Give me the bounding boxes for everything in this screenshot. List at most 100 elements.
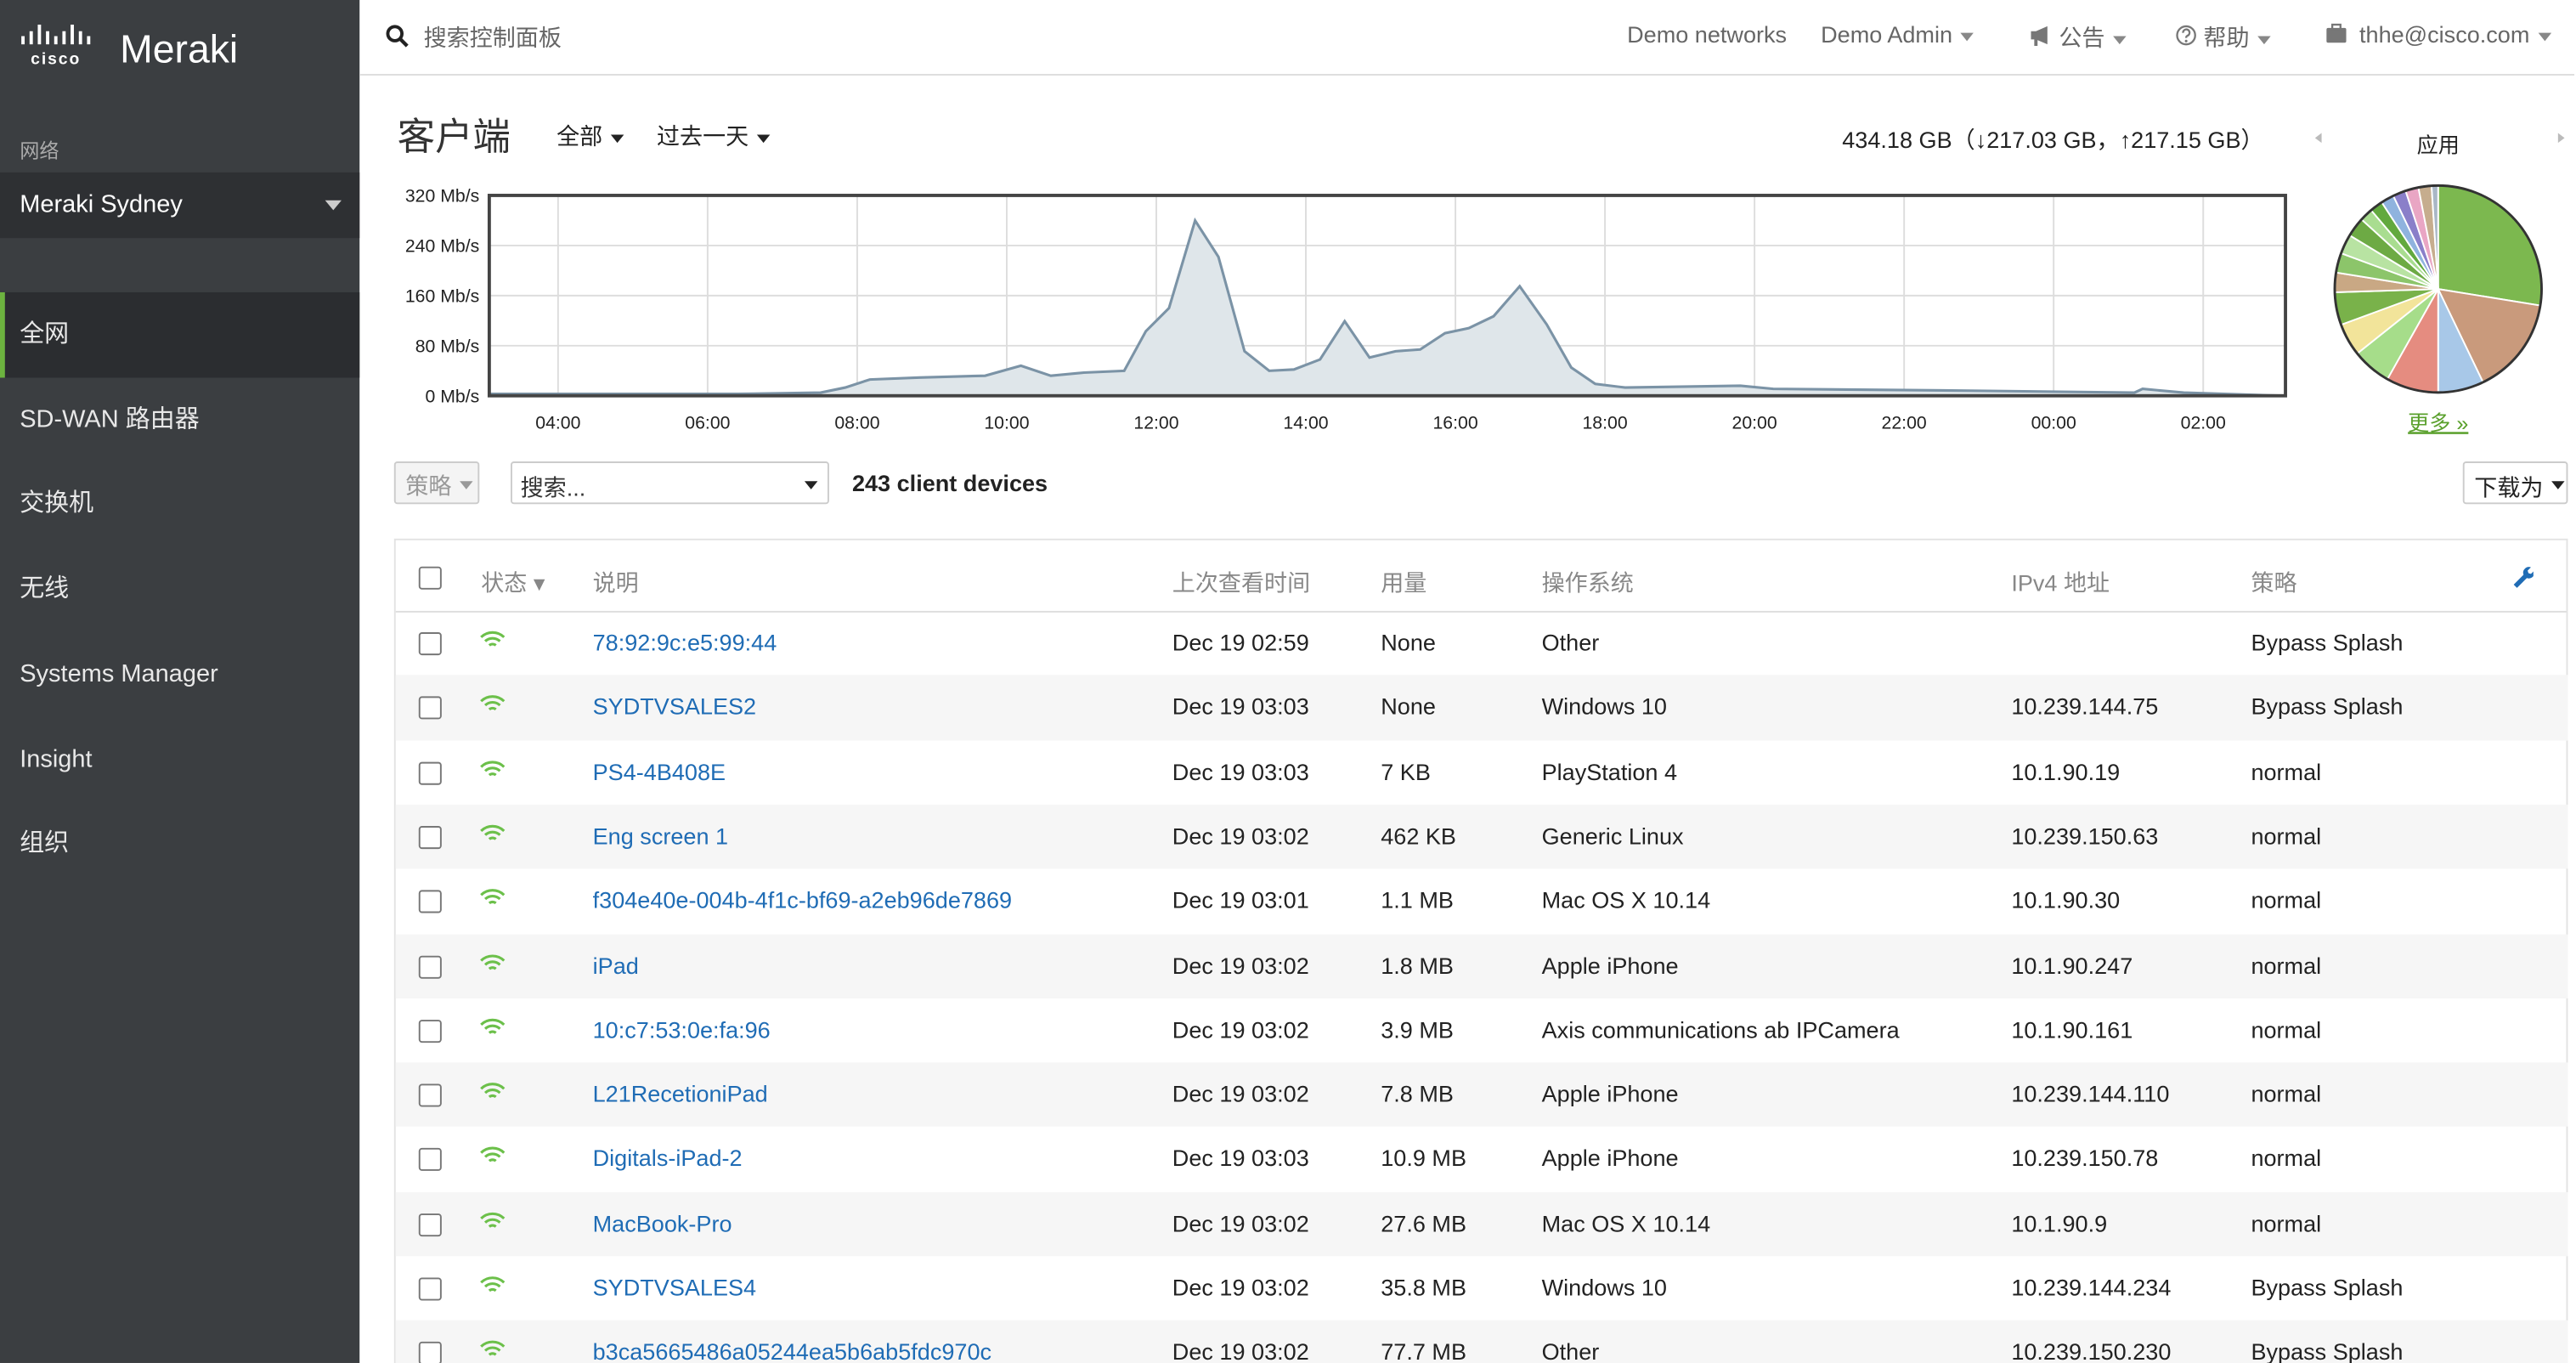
- nav-item[interactable]: Systems Manager: [20, 659, 218, 688]
- table-cell: Bypass Splash: [2251, 629, 2404, 656]
- pie-slice: [2437, 184, 2543, 307]
- network-name: Meraki Sydney: [20, 190, 183, 219]
- wifi-arc: [480, 1018, 506, 1026]
- row-checkbox[interactable]: [418, 1342, 442, 1363]
- more-link[interactable]: 更多 »: [2408, 411, 2468, 435]
- usage-line: [489, 217, 2283, 398]
- client-link[interactable]: iPad: [592, 951, 639, 978]
- table-cell: 10.1.90.19: [2011, 758, 2121, 784]
- row-checkbox[interactable]: [418, 632, 442, 656]
- policy-button[interactable]: 策略: [393, 461, 480, 505]
- pie-outline: [2333, 184, 2543, 394]
- nav-item[interactable]: SD-WAN 路由器: [20, 404, 200, 433]
- table-row: 10:c7:53:0e:fa:96 Dec 19 03:02 3.9 MB Axis …: [396, 998, 2568, 1063]
- download-button[interactable]: 下载为: [2462, 461, 2568, 505]
- help-text: 帮助: [2203, 24, 2250, 51]
- next-arrow[interactable]: [2557, 133, 2565, 144]
- x-tick-label: 22:00: [1882, 412, 1927, 433]
- x-tick-label: 14:00: [1283, 412, 1328, 433]
- client-link[interactable]: Digitals-iPad-2: [592, 1145, 743, 1172]
- row-checkbox[interactable]: [418, 1277, 442, 1301]
- status-icon: [480, 1147, 506, 1163]
- client-link[interactable]: SYDTVSALES2: [592, 693, 757, 721]
- x-tick-label: 12:00: [1133, 412, 1178, 433]
- table-cell: 10.1.90.30: [2011, 886, 2121, 913]
- admin-menu[interactable]: Demo Admin: [1821, 21, 1974, 48]
- row-checkbox[interactable]: [418, 1148, 442, 1172]
- announce-menu[interactable]: 公告: [2059, 21, 2127, 54]
- wifi-arc: [480, 1341, 506, 1349]
- row-checkbox[interactable]: [418, 954, 442, 978]
- networks-link[interactable]: Demo networks: [1627, 21, 1788, 48]
- account-menu[interactable]: thhe@cisco.com: [2359, 21, 2551, 48]
- status-icon: [480, 1276, 506, 1292]
- row-checkbox[interactable]: [418, 696, 442, 721]
- account-icon: [2326, 23, 2347, 43]
- wifi-arc: [480, 953, 506, 961]
- x-tick-label: 04:00: [535, 412, 580, 433]
- area-fill: [489, 220, 2283, 396]
- client-link[interactable]: b3ca5665486a05244ea5b6ab5fdc970c: [592, 1338, 992, 1363]
- help-menu[interactable]: 帮助: [2203, 21, 2271, 54]
- wifi-arc: [483, 959, 501, 965]
- row-checkbox[interactable]: [418, 890, 442, 913]
- table-row: Digitals-iPad-2 Dec 19 03:03 10.9 MB Apple …: [396, 1127, 2568, 1191]
- y-tick-label: 0 Mb/s: [426, 386, 480, 406]
- table-row: 78:92:9c:e5:99:44 Dec 19 02:59 None Other By…: [396, 611, 2568, 676]
- row-checkbox[interactable]: [418, 1213, 442, 1236]
- nav-item[interactable]: Insight: [20, 744, 93, 773]
- wrench-icon[interactable]: [2511, 565, 2534, 588]
- svg-text:cisco: cisco: [31, 50, 81, 68]
- column-header: 状态 ▾: [481, 569, 545, 597]
- search-icon: [386, 25, 409, 48]
- caret: [2538, 32, 2551, 41]
- nav-item[interactable]: 交换机: [20, 489, 94, 518]
- table-cell: 77.7 MB: [1381, 1338, 1466, 1363]
- row-checkbox[interactable]: [418, 761, 442, 784]
- client-link[interactable]: 10:c7:53:0e:fa:96: [592, 1015, 771, 1043]
- usage-chart: 0 Mb/s 80 Mb/s 160 Mb/s 240 Mb/s 320 Mb/s 04:…: [405, 186, 2287, 433]
- client-count: 243 client devices: [851, 469, 1048, 496]
- client-search[interactable]: 搜索...: [511, 461, 829, 505]
- caret: [2257, 36, 2271, 44]
- announce-text: 公告: [2059, 24, 2105, 51]
- table-cell: normal: [2251, 1145, 2322, 1172]
- client-link[interactable]: SYDTVSALES4: [592, 1274, 757, 1301]
- row-checkbox[interactable]: [418, 1019, 442, 1043]
- row-checkbox[interactable]: [418, 825, 442, 849]
- nav-item[interactable]: 全网: [0, 291, 360, 378]
- range-menu[interactable]: 过去一天: [657, 120, 771, 153]
- client-link[interactable]: L21RecetioniPad: [592, 1080, 768, 1107]
- table-cell: 10.239.150.63: [2011, 822, 2159, 849]
- filter-text: 全部: [556, 122, 603, 150]
- wifi-arc: [480, 631, 506, 638]
- client-link[interactable]: f304e40e-004b-4f1c-bf69-a2eb96de7869: [592, 886, 1013, 913]
- search-input[interactable]: 搜索控制面板: [423, 24, 562, 51]
- wifi-arc: [480, 1276, 506, 1284]
- prev-arrow[interactable]: [2314, 133, 2322, 144]
- select-all-checkbox[interactable]: [418, 566, 442, 590]
- filter-menu[interactable]: 全部: [556, 120, 624, 153]
- wifi-arc: [483, 1218, 501, 1224]
- status-icon: [480, 760, 506, 776]
- table-cell: 1.8 MB: [1381, 951, 1454, 978]
- wifi-arc: [488, 707, 497, 711]
- status-icon: [480, 1083, 506, 1099]
- table-cell: 7.8 MB: [1381, 1080, 1454, 1107]
- nav-item[interactable]: 组织: [20, 829, 70, 858]
- wifi-arc: [488, 1287, 497, 1292]
- wifi-arc: [483, 1347, 501, 1353]
- client-link[interactable]: MacBook-Pro: [592, 1209, 732, 1236]
- client-link[interactable]: PS4-4B408E: [592, 758, 726, 784]
- caret: [756, 134, 771, 143]
- table-row: iPad Dec 19 03:02 1.8 MB Apple iPhone 10.1.9…: [395, 933, 2568, 998]
- column-header: 操作系统: [1541, 569, 1634, 597]
- network-select[interactable]: Meraki Sydney: [0, 172, 360, 239]
- client-link[interactable]: Eng screen 1: [592, 822, 729, 849]
- caret: [2113, 36, 2127, 44]
- nav-item[interactable]: 无线: [20, 574, 70, 603]
- table-cell: 10.239.144.234: [2011, 1274, 2172, 1301]
- client-link[interactable]: 78:92:9c:e5:99:44: [592, 629, 777, 656]
- row-checkbox[interactable]: [418, 1083, 442, 1107]
